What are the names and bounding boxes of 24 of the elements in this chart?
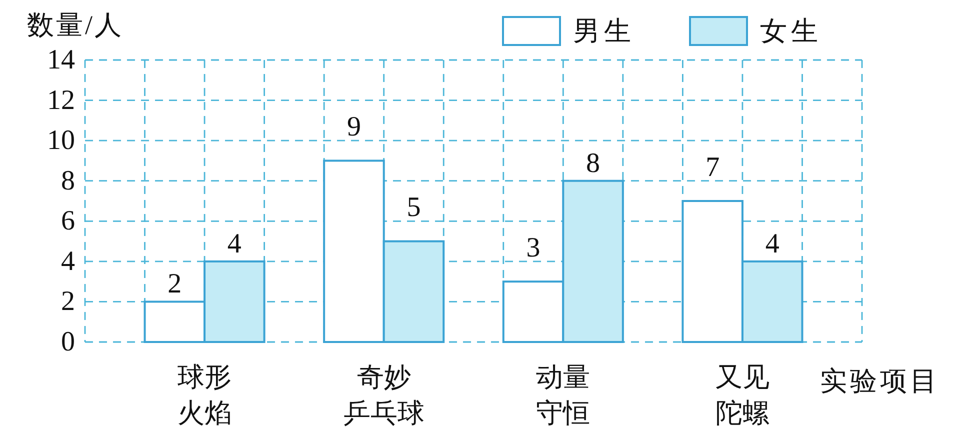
data-label: 4 <box>227 228 242 260</box>
x-tick-label: 又见陀螺 <box>715 362 770 428</box>
data-label: 2 <box>168 268 182 300</box>
y-tick-label: 12 <box>47 84 75 116</box>
x-axis-title: 实验项目 <box>820 366 940 396</box>
y-tick-label: 4 <box>61 246 75 277</box>
x-tick-label: 奇妙乒乓球 <box>343 362 424 428</box>
data-label: 9 <box>346 112 361 143</box>
legend-label: 女生 <box>760 16 822 46</box>
y-tick-label: 0 <box>61 326 75 358</box>
data-label: 4 <box>765 228 780 260</box>
y-tick-label: 8 <box>61 165 75 196</box>
y-tick-label: 6 <box>61 206 75 237</box>
legend-label: 男生 <box>573 16 635 46</box>
x-tick-label: 动量守恒 <box>536 362 590 428</box>
data-label: 8 <box>586 148 600 179</box>
y-tick-label: 10 <box>47 125 75 156</box>
data-label: 3 <box>526 232 540 264</box>
y-axis-title: 数量/人 <box>27 10 124 40</box>
data-label: 7 <box>706 152 720 183</box>
y-tick-label: 14 <box>47 44 75 76</box>
y-tick-label: 2 <box>61 286 75 318</box>
x-tick-label: 球形火焰 <box>178 362 232 428</box>
data-label: 5 <box>406 192 421 224</box>
